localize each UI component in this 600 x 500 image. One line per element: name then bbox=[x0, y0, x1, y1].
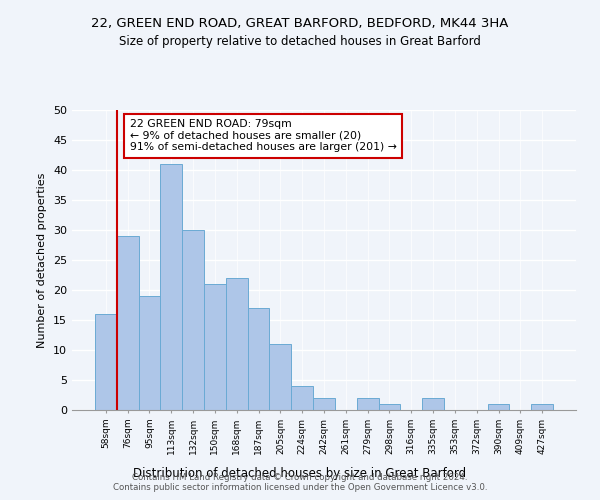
Text: Size of property relative to detached houses in Great Barford: Size of property relative to detached ho… bbox=[119, 35, 481, 48]
Text: 22, GREEN END ROAD, GREAT BARFORD, BEDFORD, MK44 3HA: 22, GREEN END ROAD, GREAT BARFORD, BEDFO… bbox=[91, 18, 509, 30]
Text: Contains HM Land Registry data © Crown copyright and database right 2024.
Contai: Contains HM Land Registry data © Crown c… bbox=[113, 473, 487, 492]
Bar bbox=[204, 284, 226, 410]
Bar bbox=[291, 386, 313, 410]
Bar bbox=[422, 398, 444, 410]
Bar bbox=[269, 344, 291, 410]
Y-axis label: Number of detached properties: Number of detached properties bbox=[37, 172, 47, 348]
Bar bbox=[139, 296, 160, 410]
Bar bbox=[313, 398, 335, 410]
Bar bbox=[379, 404, 400, 410]
Bar bbox=[248, 308, 269, 410]
Bar bbox=[182, 230, 204, 410]
Text: 22 GREEN END ROAD: 79sqm
← 9% of detached houses are smaller (20)
91% of semi-de: 22 GREEN END ROAD: 79sqm ← 9% of detache… bbox=[130, 119, 397, 152]
Bar bbox=[95, 314, 117, 410]
Bar bbox=[160, 164, 182, 410]
Bar bbox=[488, 404, 509, 410]
Text: Distribution of detached houses by size in Great Barford: Distribution of detached houses by size … bbox=[133, 467, 467, 480]
Bar bbox=[226, 278, 248, 410]
Bar bbox=[357, 398, 379, 410]
Bar bbox=[117, 236, 139, 410]
Bar bbox=[531, 404, 553, 410]
